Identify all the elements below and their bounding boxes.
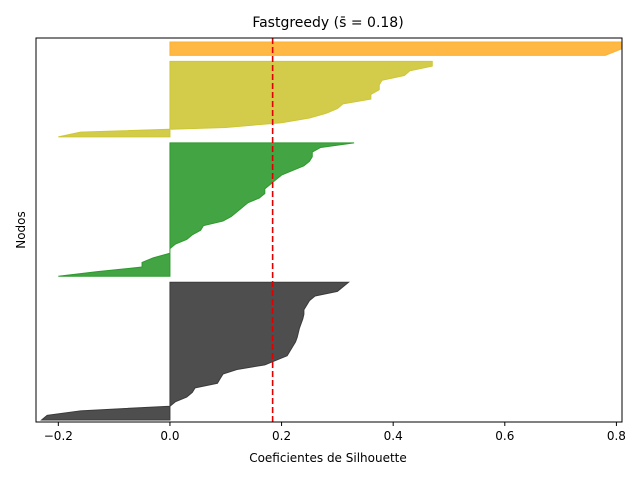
x-axis: −0.2 0.0 0.2 0.4 0.6 0.8 [44, 422, 626, 443]
cluster-2-area [58, 142, 355, 277]
cluster-4-area [169, 41, 623, 56]
plot-area [40, 38, 623, 422]
x-axis-label: Coeficientes de Silhouette [249, 451, 407, 465]
y-axis-label: Nodos [14, 211, 28, 249]
chart-title: Fastgreedy (s̄ = 0.18) [252, 15, 403, 31]
x-tick-label: 0.4 [384, 429, 403, 443]
x-tick-label: −0.2 [44, 429, 73, 443]
x-tick-label: 0.2 [272, 429, 291, 443]
cluster-1-area [40, 281, 350, 421]
x-tick-label: 0.8 [607, 429, 626, 443]
cluster-3-area [58, 60, 433, 138]
plot-frame [35, 37, 623, 423]
x-tick-label: 0.0 [160, 429, 179, 443]
x-tick-label: 0.6 [495, 429, 514, 443]
